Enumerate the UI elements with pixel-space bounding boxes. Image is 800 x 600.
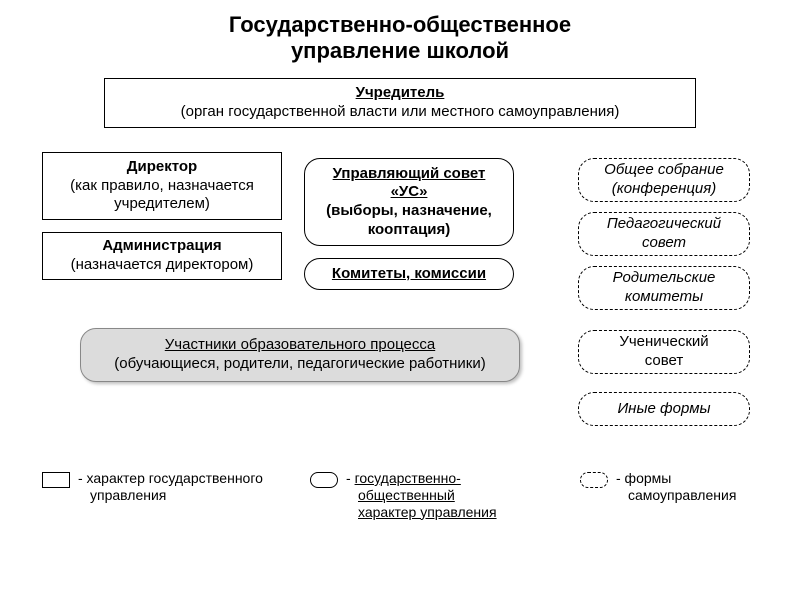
administration-box: Администрация (назначается директором)	[42, 232, 282, 280]
admin-title: Администрация	[102, 237, 221, 256]
director-sub2: учредителем)	[114, 195, 210, 214]
other-forms-text: Иные формы	[617, 400, 710, 419]
founder-title: Учредитель	[356, 84, 445, 101]
legend-sp-l2: общественный	[358, 487, 455, 503]
title-line1: Государственно-общественное	[0, 12, 800, 38]
legend-swatch-solid	[42, 472, 70, 488]
general-assembly-box: Общее собрание (конференция)	[578, 158, 750, 202]
legend-sp-l1b: - государственно-	[346, 470, 497, 487]
founder-subtitle: (орган государственной власти или местно…	[181, 103, 620, 122]
ped-council-l2: совет	[642, 234, 686, 253]
legend-state-public: - государственно- общественный характер …	[310, 470, 560, 520]
participants-l1: Участники образовательного процесса	[165, 336, 435, 353]
legend-state-l1: - характер государственного	[78, 470, 263, 487]
governing-council-box: Управляющий совет «УС» (выборы, назначен…	[304, 158, 514, 246]
participants-l2: (обучающиеся, родители, педагогические р…	[114, 355, 485, 374]
committees-box: Комитеты, комиссии	[304, 258, 514, 290]
legend-sp-l3: характер управления	[358, 504, 497, 520]
student-council-l1: Ученический	[619, 333, 708, 352]
parent-committees-box: Родительские комитеты	[578, 266, 750, 310]
director-title: Директор	[127, 158, 197, 177]
director-sub1: (как правило, назначается	[70, 177, 254, 196]
legend-swatch-dashed	[580, 472, 608, 488]
governing-sub2: кооптация)	[368, 221, 451, 240]
admin-sub: (назначается директором)	[71, 256, 254, 275]
committees-text: Комитеты, комиссии	[332, 265, 486, 284]
title-line2: управление школой	[0, 38, 800, 64]
legend-self-gov: - формы самоуправления	[580, 470, 790, 504]
legend-self-l2: самоуправления	[616, 487, 736, 504]
student-council-l2: совет	[645, 352, 684, 371]
governing-sub1: (выборы, назначение,	[326, 202, 492, 221]
parent-committees-l1: Родительские	[613, 269, 716, 288]
general-assembly-l1: Общее собрание	[604, 161, 724, 180]
diagram-title: Государственно-общественное управление ш…	[0, 0, 800, 65]
participants-box: Участники образовательного процесса (обу…	[80, 328, 520, 382]
founder-box: Учредитель (орган государственной власти…	[104, 78, 696, 128]
governing-title: Управляющий совет	[333, 165, 486, 182]
other-forms-box: Иные формы	[578, 392, 750, 426]
governing-abbr: «УС»	[391, 183, 428, 200]
legend-state-l2: управления	[78, 487, 263, 504]
legend-swatch-rounded	[310, 472, 338, 488]
ped-council-l1: Педагогический	[607, 215, 721, 234]
student-council-box: Ученический совет	[578, 330, 750, 374]
general-assembly-l2: (конференция)	[612, 180, 717, 199]
legend-state: - характер государственного управления	[42, 470, 302, 504]
director-box: Директор (как правило, назначается учред…	[42, 152, 282, 220]
legend-self-l1: - формы	[616, 470, 736, 487]
pedagogical-council-box: Педагогический совет	[578, 212, 750, 256]
parent-committees-l2: комитеты	[625, 288, 703, 307]
